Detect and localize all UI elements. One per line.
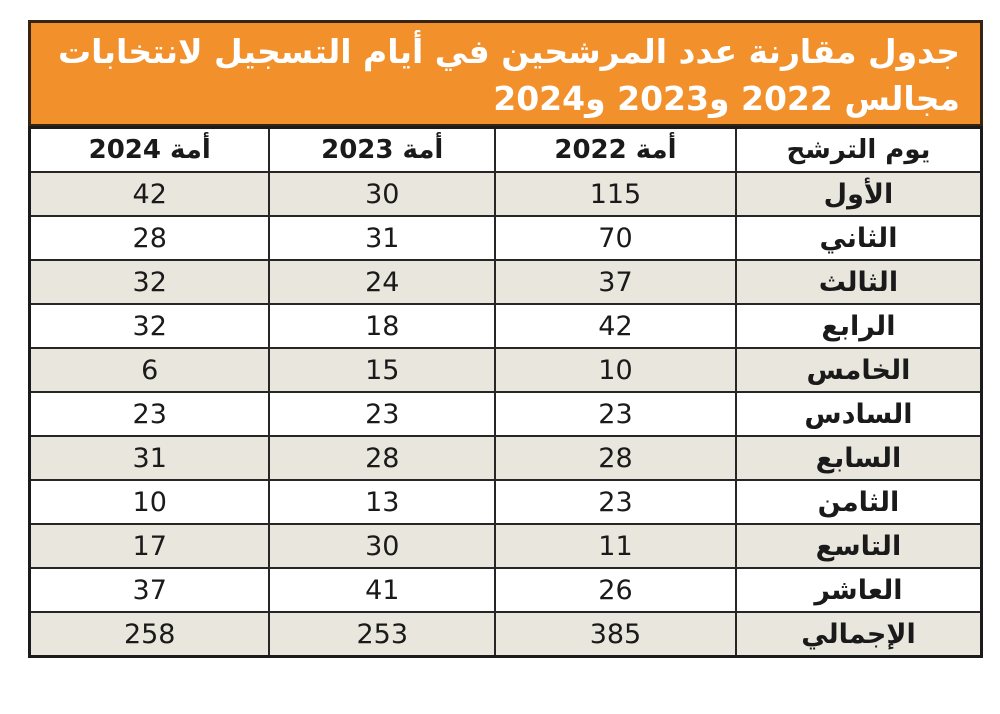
value-2023: 30 xyxy=(268,171,497,217)
header-row: يوم الترشح أمة 2022 أمة 2023 أمة 2024 xyxy=(28,126,983,173)
total-label: الإجمالي xyxy=(734,611,983,658)
table-row: السادس 23 23 23 xyxy=(28,391,983,437)
title-line-1: جدول مقارنة عدد المرشحين في أيام التسجيل… xyxy=(58,32,960,71)
total-2022: 385 xyxy=(494,611,737,658)
value-2024: 42 xyxy=(28,171,271,217)
table-row: الثاني 70 31 28 xyxy=(28,215,983,261)
value-2024: 10 xyxy=(28,479,271,525)
value-2022: 26 xyxy=(494,567,737,613)
title-line-2: مجالس 2022 و2023 و2024 xyxy=(493,79,960,118)
total-2024: 258 xyxy=(28,611,271,658)
day-label: العاشر xyxy=(734,567,983,613)
header-2024: أمة 2024 xyxy=(28,126,271,173)
day-label: الرابع xyxy=(734,303,983,349)
value-2023: 24 xyxy=(268,259,497,305)
value-2024: 31 xyxy=(28,435,271,481)
table-row: السابع 28 28 31 xyxy=(28,435,983,481)
value-2023: 28 xyxy=(268,435,497,481)
infographic-table: جدول مقارنة عدد المرشحين في أيام التسجيل… xyxy=(28,20,983,658)
total-row: الإجمالي 385 253 258 xyxy=(28,611,983,658)
table-row: الثامن 23 13 10 xyxy=(28,479,983,525)
value-2023: 41 xyxy=(268,567,497,613)
value-2024: 37 xyxy=(28,567,271,613)
value-2023: 15 xyxy=(268,347,497,393)
day-label: الثامن xyxy=(734,479,983,525)
table-row: الثالث 37 24 32 xyxy=(28,259,983,305)
value-2023: 18 xyxy=(268,303,497,349)
header-day: يوم الترشح xyxy=(734,126,983,173)
table-row: التاسع 11 30 17 xyxy=(28,523,983,569)
value-2022: 10 xyxy=(494,347,737,393)
value-2023: 23 xyxy=(268,391,497,437)
value-2022: 42 xyxy=(494,303,737,349)
value-2022: 37 xyxy=(494,259,737,305)
value-2022: 28 xyxy=(494,435,737,481)
day-label: الأول xyxy=(734,171,983,217)
day-label: السابع xyxy=(734,435,983,481)
day-label: الخامس xyxy=(734,347,983,393)
table-title-banner: جدول مقارنة عدد المرشحين في أيام التسجيل… xyxy=(28,20,983,126)
value-2024: 32 xyxy=(28,303,271,349)
table-row: الأول 115 30 42 xyxy=(28,171,983,217)
value-2022: 23 xyxy=(494,479,737,525)
day-label: التاسع xyxy=(734,523,983,569)
value-2022: 115 xyxy=(494,171,737,217)
value-2023: 31 xyxy=(268,215,497,261)
value-2023: 13 xyxy=(268,479,497,525)
value-2022: 11 xyxy=(494,523,737,569)
table-row: الخامس 10 15 6 xyxy=(28,347,983,393)
table-row: العاشر 26 41 37 xyxy=(28,567,983,613)
value-2024: 28 xyxy=(28,215,271,261)
table-row: الرابع 42 18 32 xyxy=(28,303,983,349)
header-2023: أمة 2023 xyxy=(268,126,497,173)
day-label: السادس xyxy=(734,391,983,437)
header-2022: أمة 2022 xyxy=(494,126,737,173)
comparison-table: يوم الترشح أمة 2022 أمة 2023 أمة 2024 ال… xyxy=(28,126,983,658)
day-label: الثالث xyxy=(734,259,983,305)
value-2022: 23 xyxy=(494,391,737,437)
value-2024: 17 xyxy=(28,523,271,569)
total-2023: 253 xyxy=(268,611,497,658)
day-label: الثاني xyxy=(734,215,983,261)
value-2022: 70 xyxy=(494,215,737,261)
value-2023: 30 xyxy=(268,523,497,569)
value-2024: 23 xyxy=(28,391,271,437)
value-2024: 32 xyxy=(28,259,271,305)
value-2024: 6 xyxy=(28,347,271,393)
